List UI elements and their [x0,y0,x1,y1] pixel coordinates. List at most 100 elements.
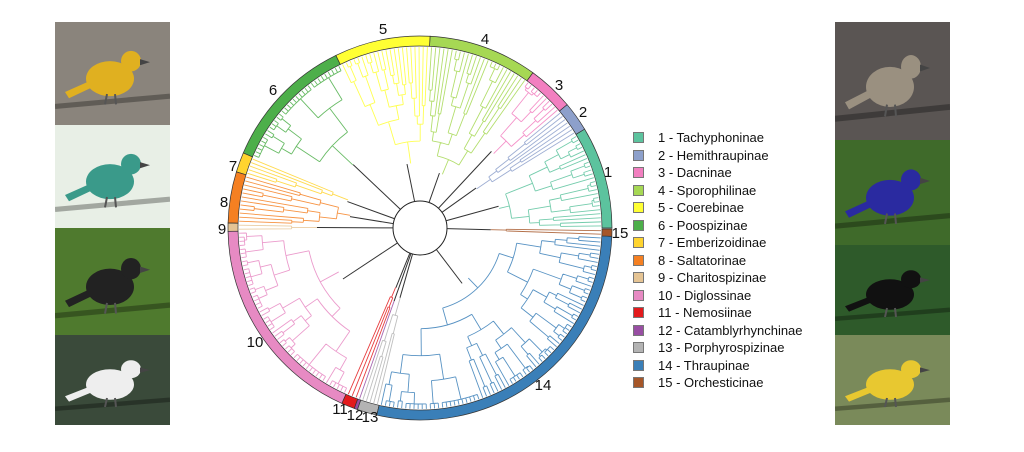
clade-number-label: 3 [555,77,563,94]
bird-photo-right-4 [835,335,950,425]
clade-branches-15 [490,228,601,235]
legend-label: 3 - Dacninae [658,165,732,181]
legend-swatch [633,237,644,249]
legend-label: 1 - Tachyphoninae [658,130,765,146]
clade-number-label: 13 [362,409,379,426]
bird-photo-left-4 [55,335,170,425]
clade-branches-13 [362,297,401,405]
clade-branches-14 [380,236,601,409]
stem-branch-7 [347,201,395,220]
clade-branches-7 [247,158,349,201]
clade-ring-segment-9 [227,222,239,232]
legend-label: 2 - Hemithraupinae [658,147,769,163]
clade-ring-segment-15 [601,228,613,237]
clade-branches-1 [499,136,601,227]
legend-swatch [633,324,644,336]
clade-branches-11 [347,287,396,398]
clade-number-label: 7 [229,158,237,175]
bird-photo-right-2 [835,140,950,245]
stem-branch-6 [352,164,401,210]
legend-swatch [633,219,644,231]
legend-item-10: 10 - Diglossinae [633,287,803,305]
clade-ring-segment-7 [235,152,253,176]
legend-item-12: 12 - Catamblyrhynchinae [633,322,803,340]
bird-photo-left-3 [55,228,170,335]
legend-swatch [633,254,644,266]
bird-photo-right-1 [835,22,950,140]
legend-label: 5 - Coerebinae [658,200,744,216]
clade-number-label: 2 [579,104,587,121]
legend-swatch [633,359,644,371]
legend-label: 7 - Emberizoidinae [658,235,767,251]
clade-number-label: 8 [220,194,228,211]
legend-swatch [633,342,644,354]
legend-label: 11 - Nemosiinae [658,305,752,321]
legend-item-14: 14 - Thraupinae [633,357,803,375]
legend-swatch [633,289,644,301]
clade-number-label: 10 [247,334,264,351]
legend-label: 8 - Saltatorinae [658,252,747,268]
clade-number-label: 5 [379,21,387,38]
bird-photo-left-1 [55,22,170,125]
legend-item-3: 3 - Dacninae [633,164,803,182]
clade-branches-4 [428,47,526,175]
bird-photo-right-3 [835,245,950,335]
legend-item-1: 1 - Tachyphoninae [633,129,803,147]
clade-number-label: 9 [218,221,226,238]
legend-swatch [633,132,644,144]
clade-branches-6 [254,66,354,166]
legend: 1 - Tachyphoninae 2 - Hemithraupinae 3 - D… [633,129,803,392]
legend-swatch [633,307,644,319]
legend-swatch [633,167,644,179]
legend-item-5: 5 - Coerebinae [633,199,803,217]
legend-swatch [633,272,644,284]
clade-number-label: 14 [535,377,552,394]
legend-label: 12 - Catamblyrhynchinae [658,322,803,338]
root-circle [392,200,448,256]
clade-number-label: 6 [269,82,277,99]
clade-ring-segment-6 [242,54,341,158]
legend-item-11: 11 - Nemosiinae [633,304,803,322]
stem-branch-1 [445,205,499,222]
bird-photo-left-2 [55,125,170,228]
clade-branches-2 [476,112,575,190]
clade-ring-segment-5 [335,35,431,65]
clade-number-label: 11 [332,401,348,418]
legend-item-8: 8 - Saltatorinae [633,252,803,270]
legend-swatch [633,149,644,161]
legend-label: 9 - Charitospizinae [658,270,767,286]
legend-swatch [633,377,644,389]
stem-branch-15 [446,228,491,231]
clade-branches-5 [342,47,428,164]
clade-branches-8 [239,176,351,224]
clade-branches-9 [239,224,317,230]
clade-branches-3 [493,82,558,154]
legend-label: 4 - Sporophilinae [658,182,757,198]
legend-item-9: 9 - Charitospizinae [633,269,803,287]
stem-branch-12 [393,253,412,302]
stem-branch-3 [438,151,492,209]
stem-branch-2 [441,187,477,213]
legend-swatch [633,202,644,214]
legend-label: 6 - Poospizinae [658,217,748,233]
clade-number-label: 4 [481,31,489,48]
legend-item-2: 2 - Hemithraupinae [633,147,803,165]
stem-branch-8 [349,216,394,225]
clade-number-label: 15 [612,225,629,242]
legend-label: 13 - Porphyrospizinae [658,340,785,356]
legend-item-7: 7 - Emberizoidinae [633,234,803,252]
stem-branch-14 [435,249,463,284]
clade-branches-12 [359,301,395,399]
legend-item-6: 6 - Poospizinae [633,217,803,235]
legend-label: 14 - Thraupinae [658,357,750,373]
stem-branch-4 [428,172,440,203]
legend-swatch [633,184,644,196]
clade-number-label: 12 [347,407,364,424]
stem-branch-11 [395,252,411,288]
stem-branch-10 [342,242,398,280]
legend-item-13: 13 - Porphyrospizinae [633,339,803,357]
clade-number-label: 1 [604,164,612,181]
stem-branch-13 [399,253,414,298]
